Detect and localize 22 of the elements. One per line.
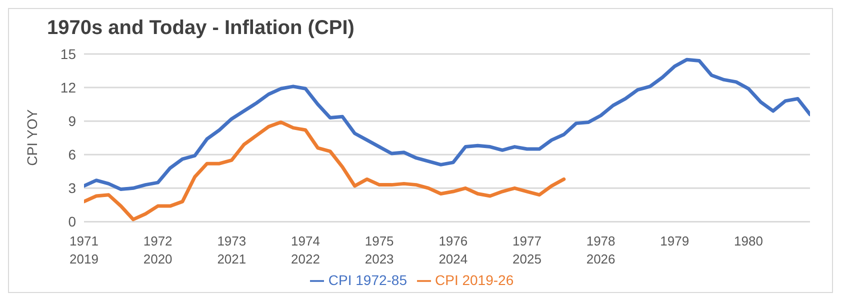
x-tick-label: 1980 <box>734 234 763 249</box>
y-tick-label: 0 <box>68 214 76 230</box>
y-tick-label: 6 <box>68 146 76 163</box>
x-tick-label: 1979 <box>660 234 690 249</box>
line-series <box>84 120 566 222</box>
chart-title: 1970s and Today - Inflation (CPI) <box>46 16 356 41</box>
legend-label: CPI 1972-85 <box>328 272 407 288</box>
x-tick-label: 1977 2025 <box>512 234 542 267</box>
x-tick-label: 1974 2022 <box>291 234 320 267</box>
y-tick-label: 9 <box>68 113 76 130</box>
y-axis-title: CPI YOY <box>24 108 40 166</box>
y-tick-label: 12 <box>60 80 76 96</box>
line-series <box>84 58 810 192</box>
x-tick-label: 1975 2023 <box>364 234 394 267</box>
x-tick-label: 1976 2024 <box>438 234 468 267</box>
x-tick-label: 1971 2019 <box>70 234 98 267</box>
y-tick-label: 3 <box>68 180 76 196</box>
x-tick-label: 1972 2020 <box>143 234 172 267</box>
x-tick-label: 1978 2026 <box>586 234 616 267</box>
y-tick-label: 15 <box>60 46 76 62</box>
legend-label: CPI 2019-26 <box>435 272 514 288</box>
x-tick-label: 1973 2021 <box>217 234 246 267</box>
